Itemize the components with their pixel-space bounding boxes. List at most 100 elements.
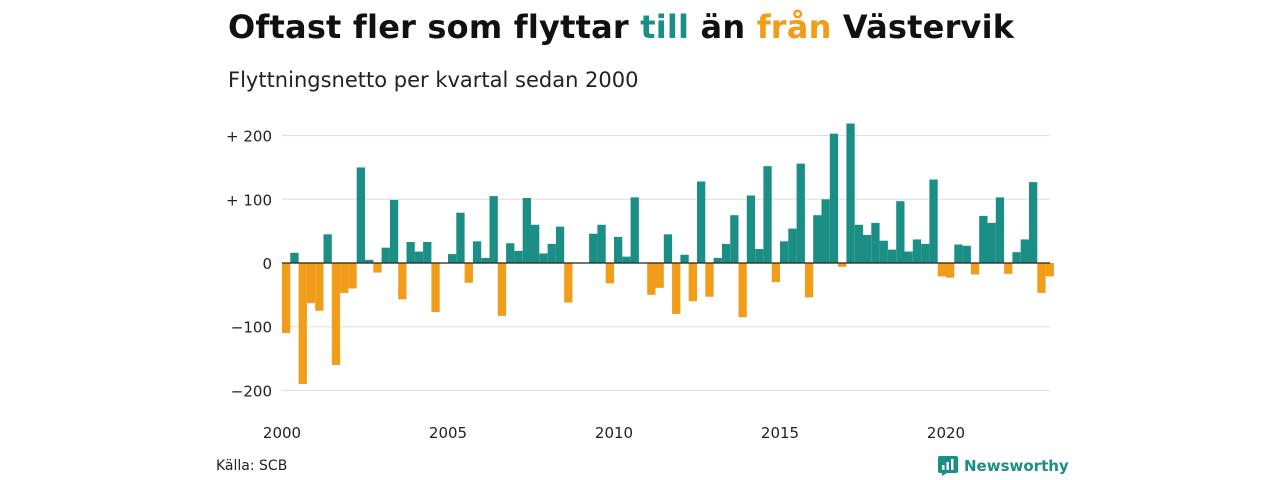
bar [838,263,847,267]
bar [912,239,922,263]
bar [414,251,424,263]
bar [564,263,573,303]
bar [1029,182,1038,263]
bar [290,252,299,263]
y-tick-label: 0 [262,255,272,273]
bar [713,257,722,263]
bar [804,263,814,298]
bar [481,257,490,263]
bar [755,248,764,263]
bar [946,263,955,278]
bar [597,224,606,263]
bar [879,240,888,263]
bar [896,201,905,263]
bar [306,263,316,304]
bar [514,250,523,263]
bar [589,233,598,263]
bar [539,253,548,263]
bar [423,241,432,263]
bar [813,215,822,263]
x-tick-label: 2010 [595,424,633,442]
bar [381,247,390,263]
bar [979,215,988,263]
bar [506,243,515,263]
bar [622,256,631,263]
bar [705,263,714,297]
title-part-3: än [689,8,757,46]
bar [921,243,930,263]
bar [431,263,440,313]
bar [688,263,697,302]
bar [663,234,673,263]
bar [555,226,565,263]
bar [904,251,913,263]
bar [721,243,731,263]
bar [531,224,540,263]
bar [780,241,789,263]
y-tick-label: + 100 [226,191,272,209]
bar [630,197,639,263]
bar [1012,252,1021,263]
newsworthy-icon [938,456,958,476]
bar [464,263,473,283]
bar [829,133,839,263]
title-part-1: Oftast fler som flyttar [228,8,641,46]
bar [796,163,805,263]
y-tick-label: −100 [231,319,272,337]
x-tick-label: 2015 [761,424,799,442]
bar [497,263,507,316]
x-tick-label: 2000 [263,424,301,442]
bar [871,222,880,263]
newsworthy-logo: Newsworthy [938,456,1069,476]
bar [315,263,324,311]
bar [398,263,407,300]
bar [1037,263,1046,293]
y-tick-label: + 200 [226,128,272,146]
bar [614,236,623,263]
bar [987,222,996,263]
bar [373,263,382,273]
bar [456,212,465,263]
bar [821,199,830,263]
bar [680,254,689,263]
bar [962,245,971,263]
bar [995,197,1005,263]
bar [697,181,706,263]
bar [298,263,307,385]
bar [282,263,291,334]
title-word-fran: från [756,8,832,46]
bar [522,198,531,263]
bar [489,196,498,264]
bar [738,263,747,318]
bar [331,263,341,365]
title-word-till: till [640,8,690,46]
bar [547,243,556,263]
bar [771,263,780,283]
bar [970,263,980,275]
bar [448,254,457,263]
bar [323,234,332,263]
x-tick-label: 2005 [429,424,467,442]
bar [406,241,415,263]
bar [846,123,855,263]
bar [863,234,872,263]
bar [655,263,664,288]
y-tick-label: −200 [231,382,272,400]
bar [356,167,365,263]
bar [672,263,681,314]
brand-name: Newsworthy [964,457,1069,475]
chart-subtitle: Flyttningsnetto per kvartal sedan 2000 [228,68,639,92]
bar [1004,263,1013,274]
bar [788,228,797,263]
bar [605,263,614,284]
bar [1020,239,1029,263]
bar [746,195,756,263]
bar [887,249,897,263]
bar [348,263,357,289]
bar [472,241,482,263]
bar [389,199,399,263]
source-note: Källa: SCB [216,458,288,474]
bar [1045,263,1054,277]
chart-title: Oftast fler som flyttar till än från Väs… [228,8,1014,46]
